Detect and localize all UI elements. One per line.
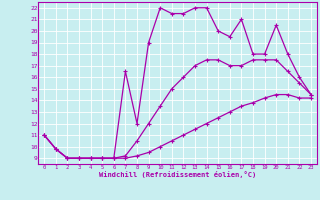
X-axis label: Windchill (Refroidissement éolien,°C): Windchill (Refroidissement éolien,°C) [99, 171, 256, 178]
